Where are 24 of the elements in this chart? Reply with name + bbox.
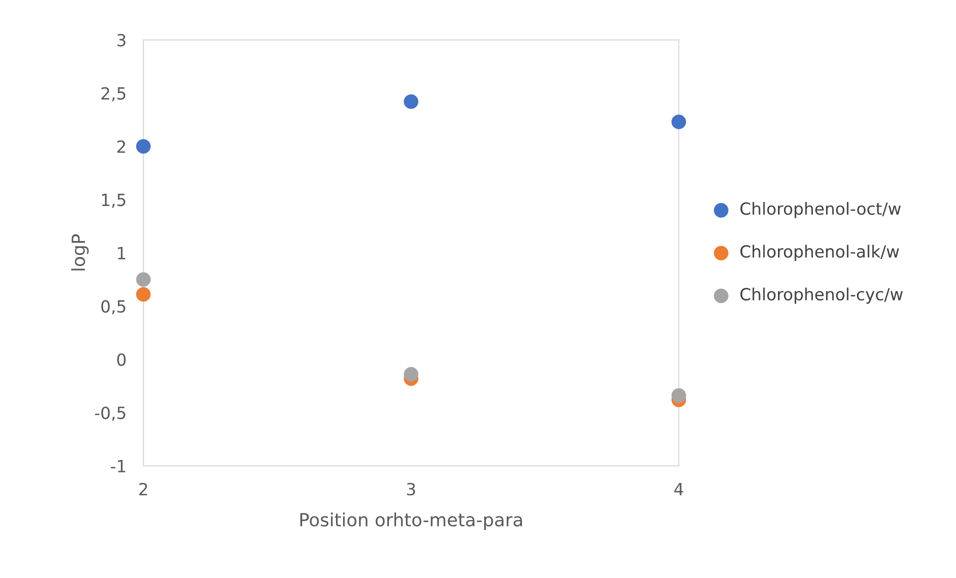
- point: [136, 287, 151, 302]
- y-tick-label: 2: [117, 140, 126, 153]
- point: [136, 139, 151, 154]
- y-tick-label: 0: [117, 353, 126, 366]
- point: [404, 94, 418, 109]
- y-axis-title: logP: [71, 234, 89, 270]
- legend-label: Chlorophenol-oct/w: [740, 202, 901, 218]
- point: [671, 114, 686, 130]
- legend-label: Chlorophenol-alk/w: [740, 244, 900, 261]
- y-tick-label: 3: [117, 34, 126, 46]
- y-tick-label: 2,5: [101, 87, 126, 102]
- x-tick-label: 3: [407, 482, 416, 496]
- y-tick-label: -1: [110, 460, 126, 472]
- x-axis-title: Position orhto-meta-para: [300, 512, 522, 530]
- point: [404, 366, 418, 382]
- y-tick-label: 1: [118, 247, 126, 260]
- y-tick-label: 1,5: [102, 194, 126, 208]
- point: [136, 272, 151, 287]
- legend-label: Chlorophenol-cyc/w: [740, 288, 903, 304]
- y-tick-label: 0,5: [101, 300, 126, 314]
- x-tick-label: 2: [139, 482, 148, 496]
- x-tick-label: 4: [674, 483, 684, 496]
- y-tick-label: -0,5: [95, 406, 126, 421]
- point: [671, 388, 686, 403]
